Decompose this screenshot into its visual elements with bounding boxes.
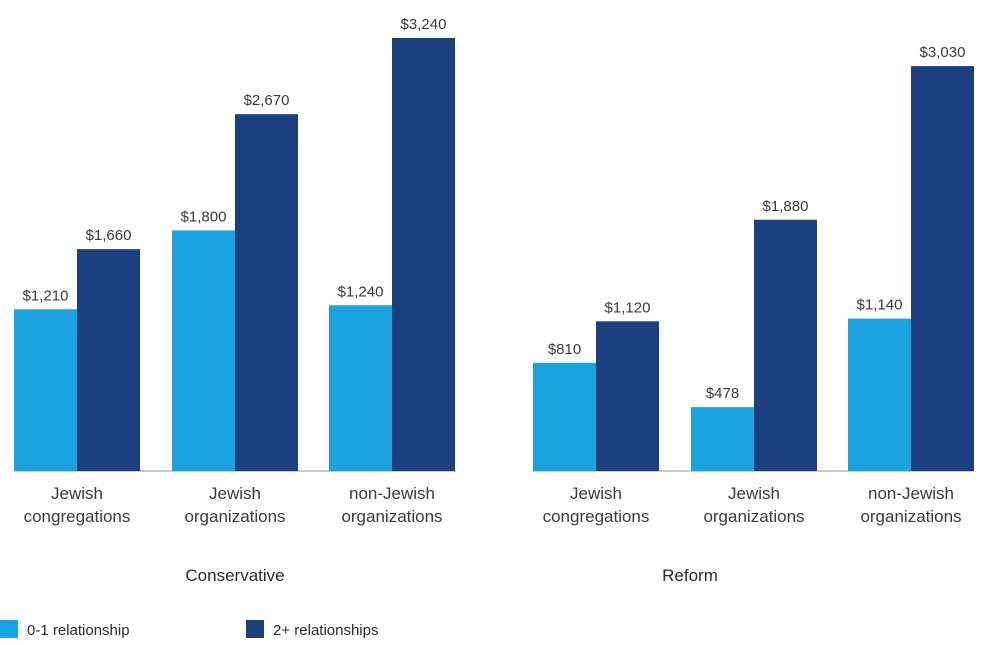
legend-swatch <box>0 620 18 638</box>
category-label: Jewish <box>570 484 622 503</box>
bar-reform-high <box>754 219 817 471</box>
group-label: Reform <box>662 566 718 585</box>
bar-value-label: $2,670 <box>244 92 290 109</box>
bar-value-label: $3,240 <box>401 16 447 33</box>
category-label: congregations <box>24 507 131 526</box>
bar-value-label: $1,800 <box>181 208 227 225</box>
category-label: organizations <box>860 507 961 526</box>
category-label: congregations <box>543 507 650 526</box>
category-label: organizations <box>184 507 285 526</box>
bar-value-label: $478 <box>706 385 739 402</box>
bar-conservative-high <box>392 38 455 471</box>
bar-conservative-low <box>14 309 77 471</box>
bar-value-label: $810 <box>548 341 581 358</box>
legend-swatch <box>246 620 264 638</box>
category-label: non-Jewish <box>868 484 954 503</box>
legend-label: 0-1 relationship <box>27 622 130 639</box>
bar-value-label: $1,240 <box>338 283 384 300</box>
legend-label: 2+ relationships <box>273 622 378 639</box>
bar-value-label: $3,030 <box>920 44 966 61</box>
category-label: Jewish <box>209 484 261 503</box>
group-label: Conservative <box>185 566 284 585</box>
bar-value-label: $1,210 <box>23 287 69 304</box>
bar-value-label: $1,660 <box>86 227 132 244</box>
bar-value-label: $1,140 <box>857 297 903 314</box>
bar-conservative-low <box>172 230 235 471</box>
bar-reform-high <box>911 66 974 471</box>
bar-value-label: $1,120 <box>605 299 651 316</box>
bar-conservative-high <box>77 249 140 471</box>
category-label: organizations <box>703 507 804 526</box>
bar-conservative-high <box>235 114 298 471</box>
category-label: non-Jewish <box>349 484 435 503</box>
bar-conservative-low <box>329 305 392 471</box>
bar-value-label: $1,880 <box>763 198 809 215</box>
bar-reform-low <box>848 318 911 471</box>
bar-reform-low <box>533 362 596 471</box>
category-label: Jewish <box>728 484 780 503</box>
bar-reform-low <box>691 407 754 471</box>
bar-reform-high <box>596 321 659 471</box>
category-label: organizations <box>341 507 442 526</box>
category-label: Jewish <box>51 484 103 503</box>
